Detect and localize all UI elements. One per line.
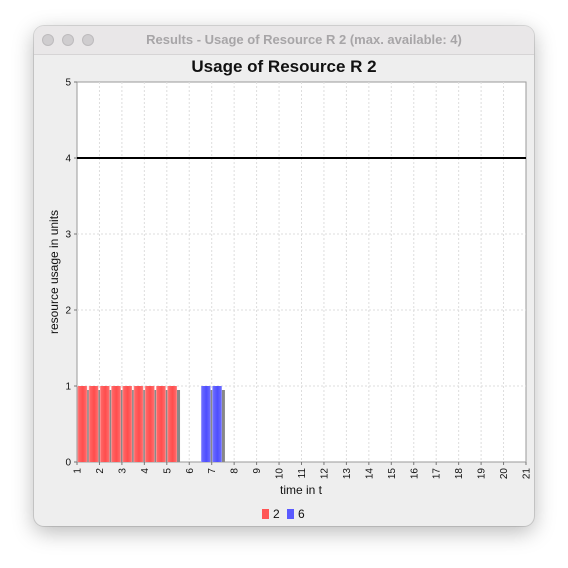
x-tick-label: 11 (297, 468, 308, 479)
legend-label-6: 6 (298, 507, 305, 521)
usage-bar-6 (200, 386, 211, 462)
x-tick-label: 4 (140, 468, 151, 474)
usage-bar-2 (122, 386, 133, 462)
y-tick-label: 1 (65, 382, 71, 393)
y-tick-label: 5 (65, 78, 71, 89)
x-tick-label: 21 (522, 468, 533, 480)
x-tick-label: 13 (342, 468, 353, 480)
usage-bar-2 (144, 386, 155, 462)
x-tick-label: 14 (364, 468, 375, 480)
usage-bar-2 (167, 386, 178, 462)
x-tick-label: 10 (275, 468, 286, 480)
chart-title: Usage of Resource R 2 (191, 57, 376, 76)
minimize-window-button[interactable] (62, 34, 74, 46)
x-tick-label: 2 (95, 468, 106, 474)
usage-bar-2 (88, 386, 99, 462)
legend-swatch-2 (262, 509, 269, 519)
x-tick-label: 1 (73, 468, 84, 474)
usage-bar-2 (77, 386, 88, 462)
usage-bar-2 (111, 386, 121, 462)
legend-swatch-6 (287, 509, 294, 519)
y-tick-label: 4 (65, 154, 71, 165)
x-tick-label: 18 (454, 468, 465, 480)
window-titlebar: Results - Usage of Resource R 2 (max. av… (34, 26, 534, 55)
usage-bar-2 (99, 386, 110, 462)
x-tick-label: 12 (319, 468, 330, 480)
x-tick-label: 7 (207, 468, 218, 474)
x-tick-label: 20 (499, 468, 510, 480)
x-axis-label: time in t (280, 483, 323, 497)
y-axis-label: resource usage in units (47, 210, 61, 334)
x-tick-label: 6 (185, 468, 196, 474)
x-tick-label: 9 (252, 468, 263, 474)
x-tick-label: 8 (230, 468, 241, 474)
x-tick-label: 16 (409, 468, 420, 480)
legend-label-2: 2 (273, 507, 280, 521)
close-window-button[interactable] (42, 34, 54, 46)
zoom-window-button[interactable] (82, 34, 94, 46)
y-tick-label: 3 (65, 230, 71, 241)
x-tick-label: 3 (117, 468, 128, 474)
x-tick-label: 19 (477, 468, 488, 480)
usage-bar-2 (156, 386, 166, 462)
usage-bar-6 (212, 386, 222, 462)
usage-bar-2 (133, 386, 144, 462)
x-tick-label: 17 (432, 468, 443, 480)
x-tick-label: 15 (387, 468, 398, 480)
x-tick-label: 5 (162, 468, 173, 474)
y-tick-label: 2 (65, 306, 71, 317)
window-title: Results - Usage of Resource R 2 (max. av… (146, 32, 462, 47)
y-tick-label: 0 (65, 458, 71, 469)
